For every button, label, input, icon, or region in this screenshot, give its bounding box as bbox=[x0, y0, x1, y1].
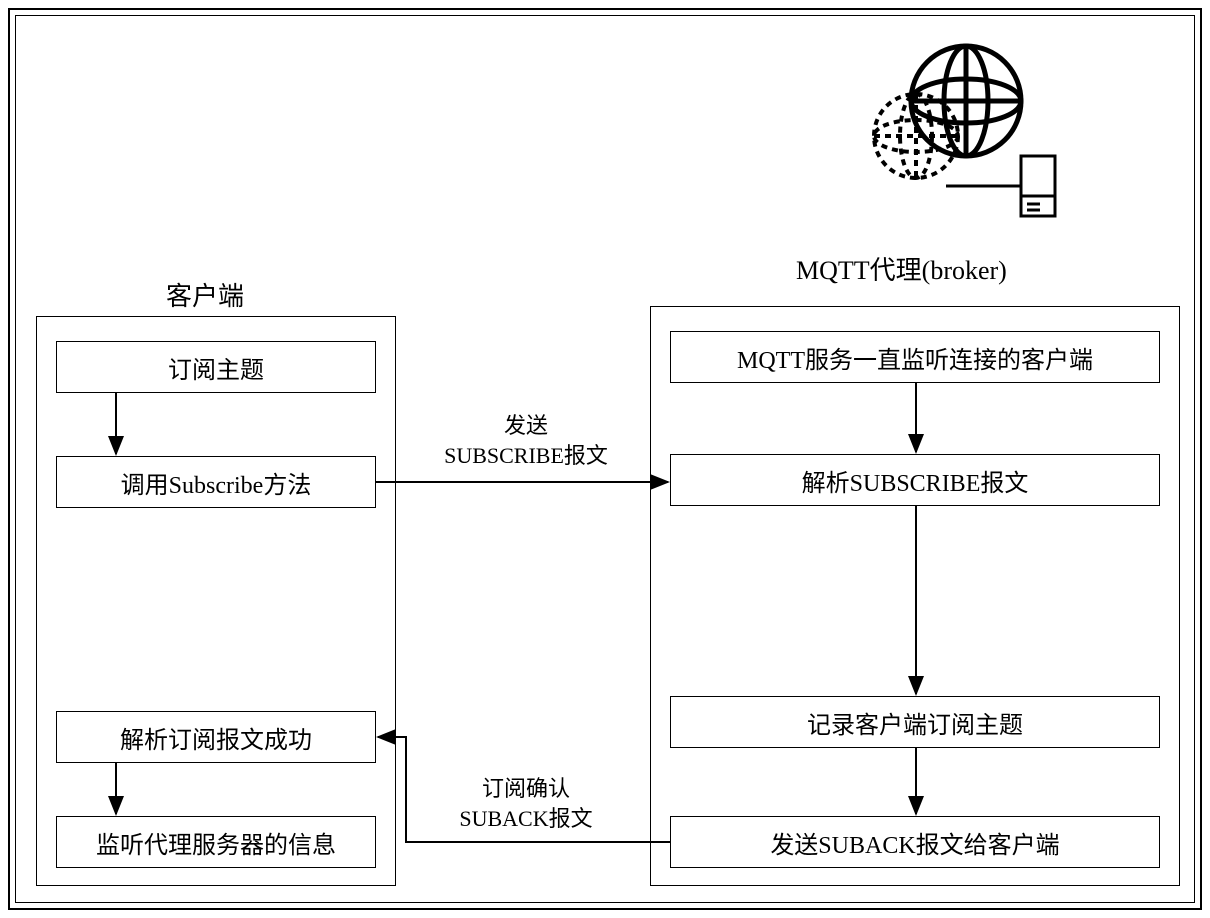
client-step-listen-broker: 监听代理服务器的信息 bbox=[56, 816, 376, 868]
broker-title: MQTT代理(broker) bbox=[796, 250, 1007, 287]
client-container bbox=[36, 316, 396, 886]
suback-msg-label: 订阅确认 SUBACK报文 bbox=[416, 774, 636, 833]
client-step-parse-success: 解析订阅报文成功 bbox=[56, 711, 376, 763]
client-title: 客户端 bbox=[166, 276, 244, 313]
subscribe-msg-line1: 发送 bbox=[504, 413, 548, 438]
client-step-subscribe-topic: 订阅主题 bbox=[56, 341, 376, 393]
broker-step-send-suback: 发送SUBACK报文给客户端 bbox=[670, 816, 1160, 868]
broker-network-icon bbox=[826, 36, 1066, 236]
broker-step-listen-clients: MQTT服务一直监听连接的客户端 bbox=[670, 331, 1160, 383]
suback-msg-line1: 订阅确认 bbox=[482, 776, 570, 801]
broker-step-parse-subscribe: 解析SUBSCRIBE报文 bbox=[670, 454, 1160, 506]
broker-container bbox=[650, 306, 1180, 886]
client-step-call-subscribe: 调用Subscribe方法 bbox=[56, 456, 376, 508]
subscribe-msg-line2: SUBSCRIBE报文 bbox=[444, 443, 608, 468]
suback-msg-line2: SUBACK报文 bbox=[459, 806, 592, 831]
inner-frame: 客户端 MQTT代理(broker) 订阅主题 调用Subscribe方法 解析… bbox=[15, 15, 1195, 903]
outer-frame: 客户端 MQTT代理(broker) 订阅主题 调用Subscribe方法 解析… bbox=[8, 8, 1202, 910]
broker-step-record-topic: 记录客户端订阅主题 bbox=[670, 696, 1160, 748]
subscribe-msg-label: 发送 SUBSCRIBE报文 bbox=[416, 411, 636, 470]
